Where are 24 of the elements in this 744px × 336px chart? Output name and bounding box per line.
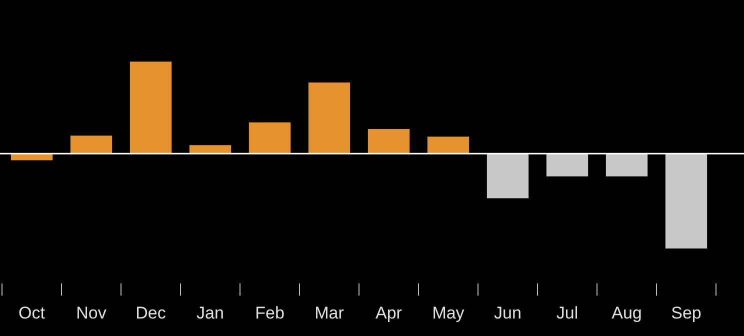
bar xyxy=(665,154,708,249)
x-tick-label: Jun xyxy=(494,303,522,322)
bar xyxy=(368,128,410,154)
bar xyxy=(546,154,588,176)
x-tick-label: Nov xyxy=(76,303,107,322)
x-tick-label: Apr xyxy=(376,303,402,322)
x-tick-label: Dec xyxy=(136,303,166,322)
bar xyxy=(189,145,232,154)
bar xyxy=(130,62,172,154)
x-tick-label: Jul xyxy=(556,303,578,322)
x-tick-label: Sep xyxy=(671,303,702,322)
x-tick-label: May xyxy=(432,303,465,322)
x-tick-label: Aug xyxy=(612,303,642,322)
x-tick-label: Mar xyxy=(314,303,344,322)
x-tick-label: Oct xyxy=(18,303,46,322)
bar xyxy=(308,82,350,154)
bar xyxy=(248,122,291,154)
x-tick-label: Feb xyxy=(255,303,284,322)
bar xyxy=(427,136,470,154)
x-tick-label: Jan xyxy=(196,303,224,322)
bar xyxy=(10,154,53,160)
bar xyxy=(486,154,529,198)
bar xyxy=(606,154,648,176)
bar xyxy=(70,136,112,154)
